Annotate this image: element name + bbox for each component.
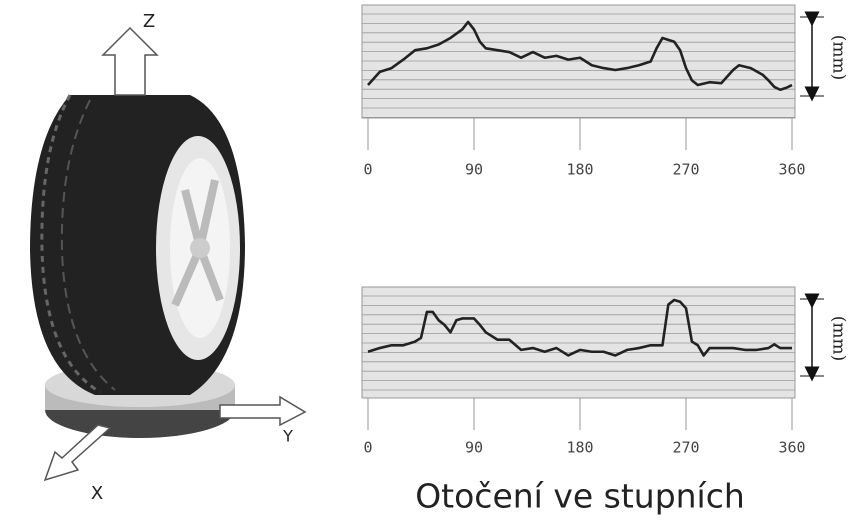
plot-area: [362, 287, 795, 398]
tire-illustration: Z Y X: [30, 11, 305, 504]
x-tick-label: 360: [778, 161, 805, 179]
x-tick-label: 180: [566, 161, 593, 179]
x-axis-label: Otočení ve stupních: [415, 477, 745, 516]
y-axis-label: (mm): [829, 35, 849, 81]
x-tick-label: 90: [465, 439, 483, 457]
axis-z-label: Z: [143, 11, 155, 32]
x-tick-label: 0: [363, 439, 372, 457]
axis-y-label: Y: [282, 427, 293, 446]
plot-area: [362, 5, 795, 118]
x-tick-label: 360: [778, 439, 805, 457]
x-tick-label: 270: [672, 161, 699, 179]
line-chart: 0 90 180 270 360 (mm) Otočení ve stupních: [362, 287, 849, 516]
line-chart: 0 90 180 270 360 (mm): [362, 5, 849, 179]
axis-x-label: X: [91, 483, 103, 504]
x-tick-label: 180: [566, 439, 593, 457]
y-axis-label: (mm): [829, 316, 849, 362]
x-tick-label: 0: [363, 161, 372, 179]
figure: Z Y X 0 90 180 270 360 (mm) 0 90 180 270 360 (mm) Ot…: [0, 0, 855, 522]
x-tick-label: 90: [465, 161, 483, 179]
x-tick-label: 270: [672, 439, 699, 457]
